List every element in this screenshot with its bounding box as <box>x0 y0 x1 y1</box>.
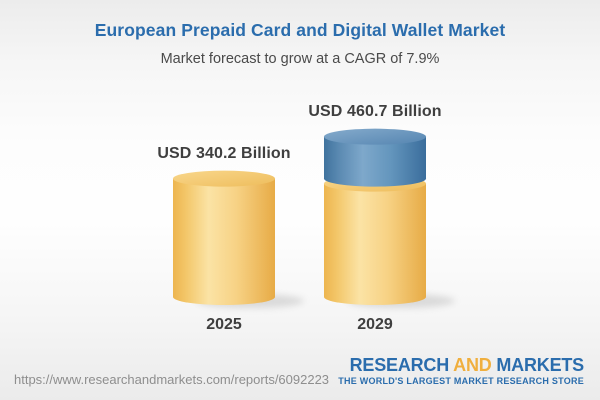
brand-logo: RESEARCH AND MARKETS THE WORLD'S LARGEST… <box>338 356 584 387</box>
cylinder-bar-2029 <box>324 128 426 305</box>
category-label-2025: 2025 <box>206 316 242 333</box>
chart-title: European Prepaid Card and Digital Wallet… <box>94 20 506 40</box>
cylinder-2029-yellow-body <box>324 183 426 297</box>
logo-word-markets: MARKETS <box>496 355 584 375</box>
value-label-2025: USD 340.2 Billion <box>157 144 291 162</box>
category-label-2029: 2029 <box>357 316 393 333</box>
logo-word-research: RESEARCH <box>349 355 450 375</box>
value-label-2029: USD 460.7 Billion <box>308 102 442 120</box>
brand-logo-wordmark: RESEARCH AND MARKETS <box>338 355 585 375</box>
cylinder-2025-body <box>173 178 275 297</box>
brand-logo-tagline: THE WORLD'S LARGEST MARKET RESEARCH STOR… <box>338 376 584 386</box>
report-url[interactable]: https://www.researchandmarkets.com/repor… <box>14 372 330 387</box>
cylinder-2025-top <box>173 170 275 187</box>
chart-subtitle: Market forecast to grow at a CAGR of 7.9… <box>160 51 440 67</box>
logo-word-and: AND <box>453 355 492 375</box>
cylinder-2029-blue-top <box>324 128 426 145</box>
cylinder-bar-2025 <box>173 170 275 305</box>
